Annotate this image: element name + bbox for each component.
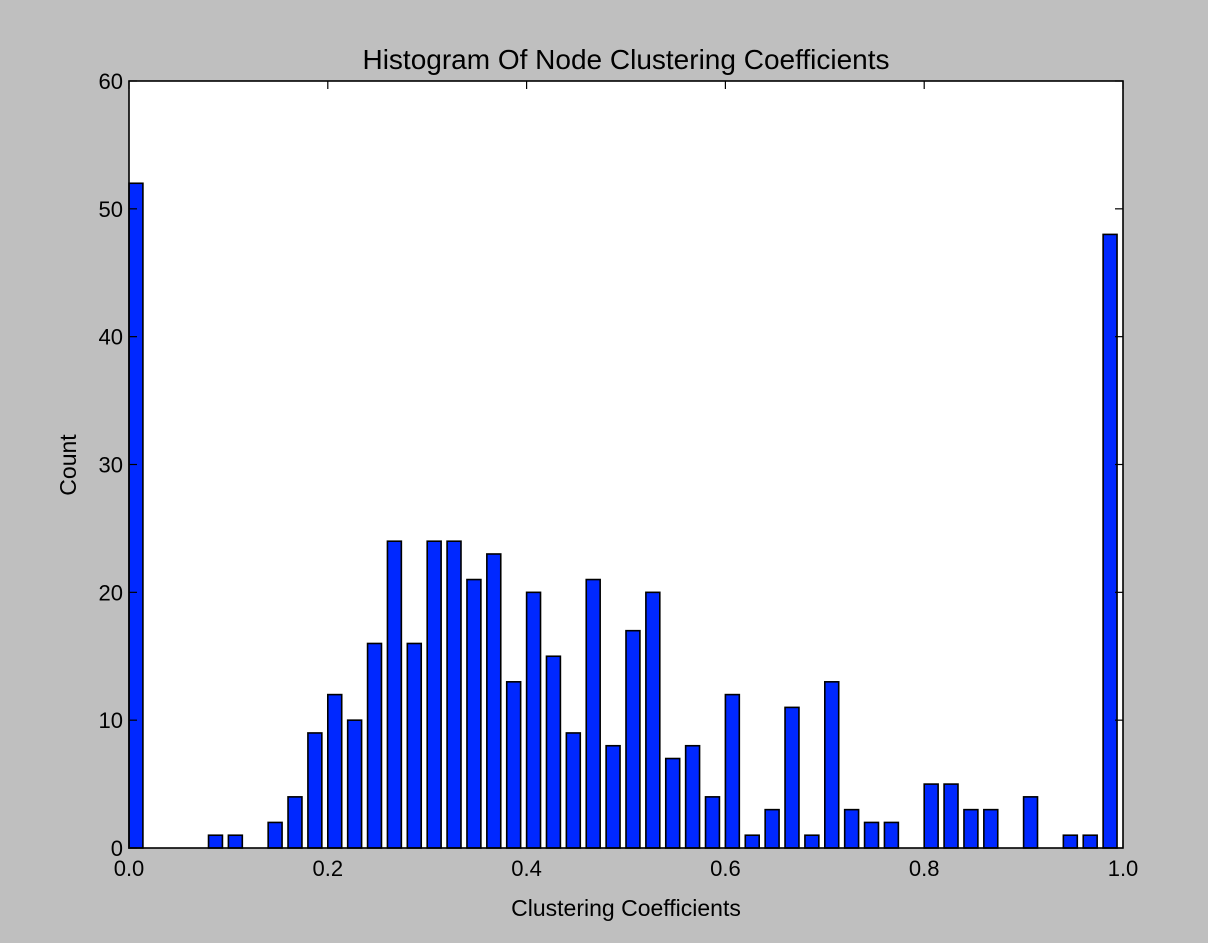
histogram-bar <box>804 834 820 849</box>
histogram-bar <box>505 681 522 849</box>
y-tick-label: 40 <box>99 325 123 350</box>
y-tick-label: 60 <box>99 69 123 94</box>
histogram-bar <box>744 834 760 849</box>
x-tick-label: 0.2 <box>313 856 344 881</box>
histogram-bar <box>704 796 721 849</box>
histogram-bar <box>883 821 900 849</box>
histogram-bar <box>366 642 383 849</box>
histogram-bar <box>625 629 641 849</box>
y-tick-label: 10 <box>99 708 123 733</box>
histogram-bar <box>784 706 800 849</box>
histogram-bar <box>1082 834 1098 849</box>
histogram-bar <box>983 808 999 849</box>
histogram-bar <box>386 540 403 849</box>
y-tick-label: 30 <box>99 453 123 478</box>
x-tick-label: 0.0 <box>114 856 145 881</box>
bars-group <box>128 182 1118 849</box>
histogram-bar <box>466 578 482 849</box>
histogram-bar <box>823 681 840 849</box>
histogram-bar <box>585 578 601 849</box>
histogram-bar <box>486 553 502 849</box>
x-tick-label: 0.8 <box>909 856 940 881</box>
histogram-bar <box>1062 834 1079 849</box>
x-tick-label: 1.0 <box>1108 856 1139 881</box>
histogram-bar <box>963 808 979 849</box>
histogram-bar <box>645 591 661 849</box>
chart-title: Histogram Of Node Clustering Coefficient… <box>362 44 889 75</box>
histogram-bar <box>128 182 144 849</box>
histogram-bar <box>545 655 562 849</box>
y-tick-label: 0 <box>111 836 123 861</box>
plot-frame <box>128 80 1124 849</box>
histogram-bar <box>346 719 363 849</box>
histogram-bar <box>446 540 462 849</box>
histogram-bar <box>406 642 423 849</box>
histogram-bar <box>565 732 582 849</box>
histogram-bar <box>267 821 283 849</box>
y-tick-label: 50 <box>99 197 123 222</box>
histogram-bar <box>525 591 542 849</box>
histogram-bar <box>227 834 244 849</box>
histogram-bar <box>326 693 343 849</box>
x-axis-label: Clustering Coefficients <box>511 895 741 921</box>
histogram-bar <box>1022 796 1039 849</box>
histogram-bar <box>943 783 959 849</box>
x-tick-label: 0.6 <box>710 856 741 881</box>
histogram-bar <box>605 744 621 849</box>
y-tick-label: 20 <box>99 580 123 605</box>
histogram-bar <box>207 834 224 849</box>
histogram-bar <box>764 808 780 849</box>
y-axis-label: Count <box>55 434 81 496</box>
histogram-bar <box>287 796 303 849</box>
histogram-bar <box>426 540 442 849</box>
histogram-bar <box>843 808 860 849</box>
histogram-bar <box>923 783 939 849</box>
histogram-bar <box>1102 233 1118 849</box>
histogram-bar <box>684 744 701 849</box>
histogram-bar <box>724 693 741 849</box>
tick-labels-group: 0.0 0.2 0.4 0.6 0.8 1.0 0 10 20 30 40 50 60 <box>99 69 1139 881</box>
histogram-bar <box>664 757 681 849</box>
x-tick-label: 0.4 <box>511 856 542 881</box>
histogram-bar <box>307 732 323 849</box>
histogram-bar <box>863 821 880 849</box>
